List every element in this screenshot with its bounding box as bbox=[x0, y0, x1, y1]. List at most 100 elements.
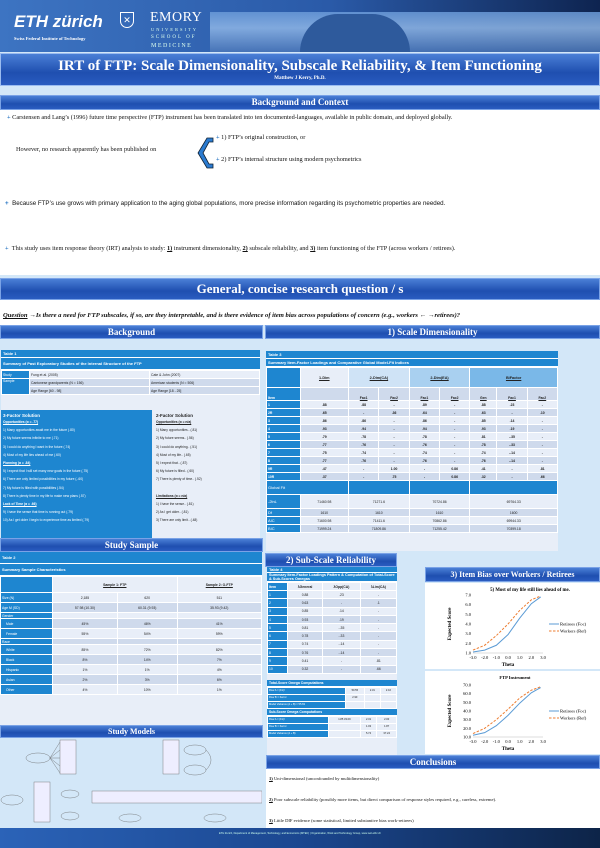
table-4-cell: 0.88 bbox=[286, 589, 324, 600]
table-3-title: Summary Item-Factor Loadings and Compara… bbox=[266, 359, 558, 367]
background-context-panel: + Carstensen and Lang’s (1996) future ti… bbox=[0, 110, 600, 275]
table-3-cell: -.14 bbox=[496, 456, 528, 465]
table-3-cell: .88 bbox=[347, 400, 380, 409]
table-4-cell: - bbox=[359, 631, 398, 641]
table-1-item: 8) There is plenty time in my life to ma… bbox=[3, 493, 86, 498]
table-3-cell: 1 bbox=[266, 400, 301, 409]
table-3-cell: - bbox=[378, 448, 410, 457]
table-3-cell: - bbox=[347, 408, 380, 417]
table-1-item: 5) I expect that.. (.87) bbox=[156, 460, 188, 465]
table-3-cell: - bbox=[378, 432, 410, 441]
table-1-item: 4) Most of my life.. (.65) bbox=[156, 452, 191, 457]
omega-row: Row B = Σerror 1.03 1.87 bbox=[266, 722, 397, 731]
one-dim-indicators bbox=[59, 739, 77, 775]
x-axis-label: Theta bbox=[502, 663, 515, 668]
table-4-cell: - bbox=[359, 606, 398, 616]
table-1: Table 1 Summary of Past Exploratory Stud… bbox=[1, 350, 260, 538]
plus-icon: + bbox=[216, 134, 220, 141]
research-question-heading: General, concise research question / s bbox=[0, 278, 600, 300]
table-4-cell: 0.63 bbox=[286, 598, 324, 608]
table-3-cell: .86 bbox=[299, 416, 349, 425]
x-tick-label: 1.0 bbox=[517, 739, 523, 744]
y-tick-label: 10.0 bbox=[463, 735, 472, 740]
omega-cell bbox=[379, 700, 398, 709]
table-3-cell: - bbox=[378, 456, 410, 465]
table-3-cell: .94 bbox=[347, 424, 380, 433]
table-4-cell: 2 bbox=[267, 598, 288, 608]
table-3-cell: .94 bbox=[408, 424, 441, 433]
table-4-header: λLim(CA) bbox=[359, 582, 398, 591]
fit-row: BIC 71999.24 71809.86 71255.42 70399.18 bbox=[266, 524, 558, 533]
fit-cell: 1610 bbox=[299, 508, 349, 517]
table-4-cell: - bbox=[359, 648, 398, 658]
table-3-cell: .81 bbox=[469, 432, 498, 441]
series-line-workers bbox=[472, 595, 541, 651]
y-tick-label: 60.0 bbox=[463, 691, 472, 696]
table-3-row: 6.77.76- .76- .78 -.33- bbox=[266, 440, 559, 449]
three-factor-column: 3-Factor Solution Opportunities (α = .77… bbox=[1, 410, 152, 538]
table-4-row: 6 0.78 -.33- bbox=[267, 631, 398, 641]
table-2-cell: 3% bbox=[116, 674, 178, 685]
table-2-cell: 45% bbox=[52, 618, 118, 629]
table-2-cell: 2% bbox=[52, 674, 118, 685]
table-2-cell: Age M (SD) bbox=[0, 602, 53, 613]
table-3-cell: - bbox=[526, 416, 559, 425]
table-4-row: 1 0.88.23- bbox=[267, 589, 398, 600]
table-2-cell: 7% bbox=[176, 654, 263, 665]
table-1-item: 2) As I get older.. (.81) bbox=[156, 510, 189, 515]
table-3-row: 7.75.74- .74- .74 -.14- bbox=[266, 448, 559, 457]
omega-cell: Row B = Σerror bbox=[267, 693, 346, 702]
plus-icon: + bbox=[216, 156, 220, 163]
subheader-cell: Fac1 bbox=[408, 387, 441, 401]
research-question-line: Question →Is there a need for FTP subsca… bbox=[0, 300, 600, 325]
table-3-cell: - bbox=[408, 464, 441, 473]
section-item-bias: 3) Item Bias over Workers / Retirees bbox=[425, 567, 600, 582]
bullet-1: + Carstensen and Lang’s (1996) future ti… bbox=[7, 114, 452, 121]
table-4-cell: .14 bbox=[322, 606, 361, 616]
two-factor-column: 2-Factor Solution Opportunities (α = n/a… bbox=[154, 410, 260, 538]
table-3-cell: .76 bbox=[469, 456, 498, 465]
legend-label: Workers (Ref) bbox=[560, 716, 587, 721]
table-3-cell: .75 bbox=[299, 448, 349, 457]
omega-cell: 1.03 bbox=[359, 722, 378, 731]
table-3-cell: 0.86 bbox=[439, 472, 471, 481]
title-bar: IRT of FTP: Scale Dimensionality, Subsca… bbox=[0, 53, 600, 86]
table-1-item: 3) There are only limit.. (.48) bbox=[156, 518, 198, 523]
table-3-cell: .79 bbox=[299, 432, 349, 441]
fit-cell: 70399.18 bbox=[469, 524, 558, 533]
y-axis-label: Expected Score bbox=[448, 694, 453, 728]
table-4-cell: - bbox=[322, 656, 361, 666]
table-3-row: 5.79.78- .78- .81 -.35- bbox=[266, 432, 559, 441]
building-silhouette bbox=[300, 14, 410, 52]
x-tick-label: 3.0 bbox=[540, 739, 546, 744]
table-3-cell: - bbox=[526, 456, 559, 465]
table-1-item: 7) There is plenty of time.. (.52) bbox=[156, 477, 202, 482]
x-tick-label: 0.0 bbox=[505, 655, 511, 660]
table-4-row: 7 0.74 -.14- bbox=[267, 639, 398, 650]
table-3-cell: .19 bbox=[496, 424, 528, 433]
table-4-cell: .23 bbox=[322, 589, 361, 600]
table-3-cell: -.33 bbox=[496, 440, 528, 449]
table-3-cell: - bbox=[378, 400, 410, 409]
x-tick-label: -3.0 bbox=[469, 739, 477, 744]
x-tick-label: -1.0 bbox=[493, 739, 501, 744]
bullet-3: + Because FTP’s use grows with primary a… bbox=[5, 200, 445, 207]
y-tick-label: 50.0 bbox=[463, 700, 472, 705]
y-tick-label: 40.0 bbox=[463, 709, 472, 714]
table-3-cell: .14 bbox=[496, 416, 528, 425]
x-tick-label: -2.0 bbox=[481, 655, 489, 660]
x-tick-label: -2.0 bbox=[481, 739, 489, 744]
table-2-cell: 2,185 bbox=[52, 592, 118, 603]
table-2-cell: Asian bbox=[0, 674, 53, 685]
table-3-cell: - bbox=[526, 448, 559, 457]
chart-title: FTP Instrument bbox=[499, 675, 531, 680]
table-3-cell: -.35 bbox=[496, 432, 528, 441]
one-dim-latent bbox=[25, 752, 51, 764]
table-3-row: 8.77.76- .76- .76 -.14- bbox=[266, 456, 559, 465]
table-2-cell: 6% bbox=[176, 674, 263, 685]
footer-text: ETH Zurich, Department of Management, Te… bbox=[219, 832, 381, 835]
table-3-cell: .78 bbox=[408, 432, 441, 441]
table-4-cell: 0.74 bbox=[286, 639, 324, 650]
fit-row: AIC 71600.98 71411.6 70862.86 69944.33 bbox=[266, 516, 558, 525]
table-4-cell: 10 bbox=[267, 664, 288, 674]
